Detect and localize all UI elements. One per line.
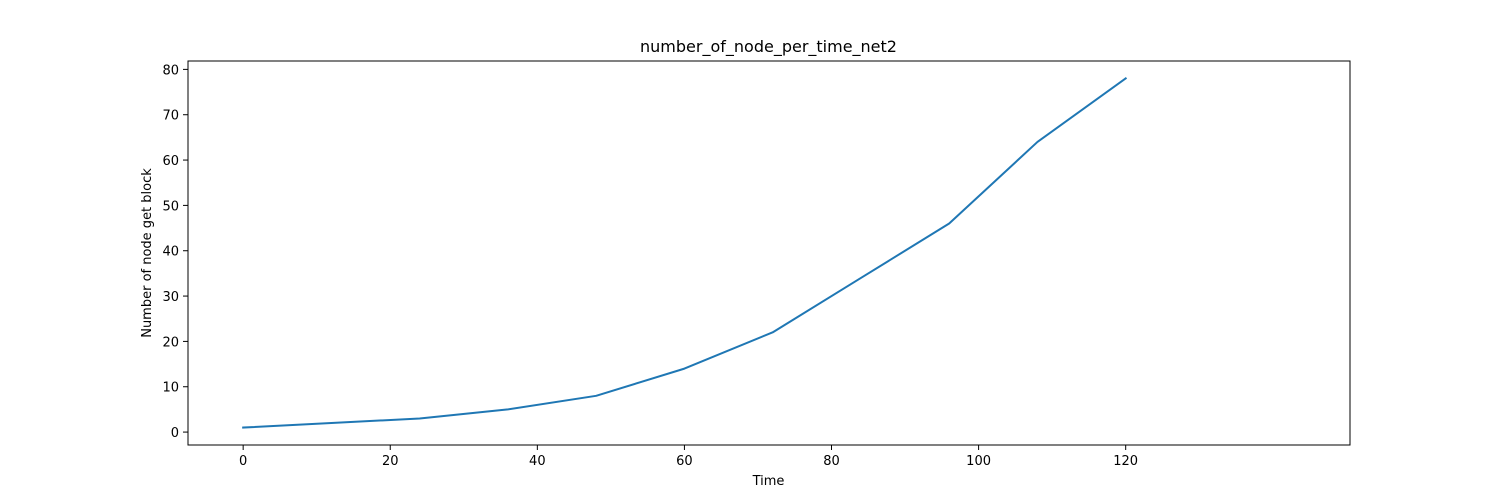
- x-tick-label: 40: [529, 454, 546, 469]
- x-axis-ticks: 0 20 40 60 80 100 120: [239, 445, 1138, 469]
- y-tick-label: 10: [162, 381, 179, 396]
- y-tick-label: 50: [162, 199, 179, 214]
- plot-area: 0 20 40 60 80 100 120 0 10 20 30 40 50 60 70 80: [162, 60, 1351, 469]
- y-axis-label: Number of node get block: [140, 168, 155, 338]
- x-tick-label: 60: [676, 454, 693, 469]
- series-line: [242, 77, 1128, 429]
- y-tick-label: 0: [171, 426, 179, 441]
- x-tick-label: 20: [382, 454, 399, 469]
- x-tick-label: 120: [1113, 454, 1138, 469]
- y-tick-label: 60: [162, 154, 179, 169]
- y-tick-label: 30: [162, 290, 179, 305]
- y-tick-label: 70: [162, 109, 179, 124]
- x-tick-label: 100: [966, 454, 991, 469]
- plot-frame: [187, 60, 1351, 446]
- y-tick-label: 80: [162, 63, 179, 78]
- y-tick-label: 20: [162, 335, 179, 350]
- y-axis-ticks: 0 10 20 30 40 50 60 70 80: [162, 63, 188, 441]
- x-tick-label: 0: [239, 454, 247, 469]
- x-tick-label: 80: [823, 454, 840, 469]
- y-tick-label: 40: [162, 245, 179, 260]
- chart-title: number_of_node_per_time_net2: [640, 37, 897, 57]
- x-axis-label: Time: [752, 474, 785, 489]
